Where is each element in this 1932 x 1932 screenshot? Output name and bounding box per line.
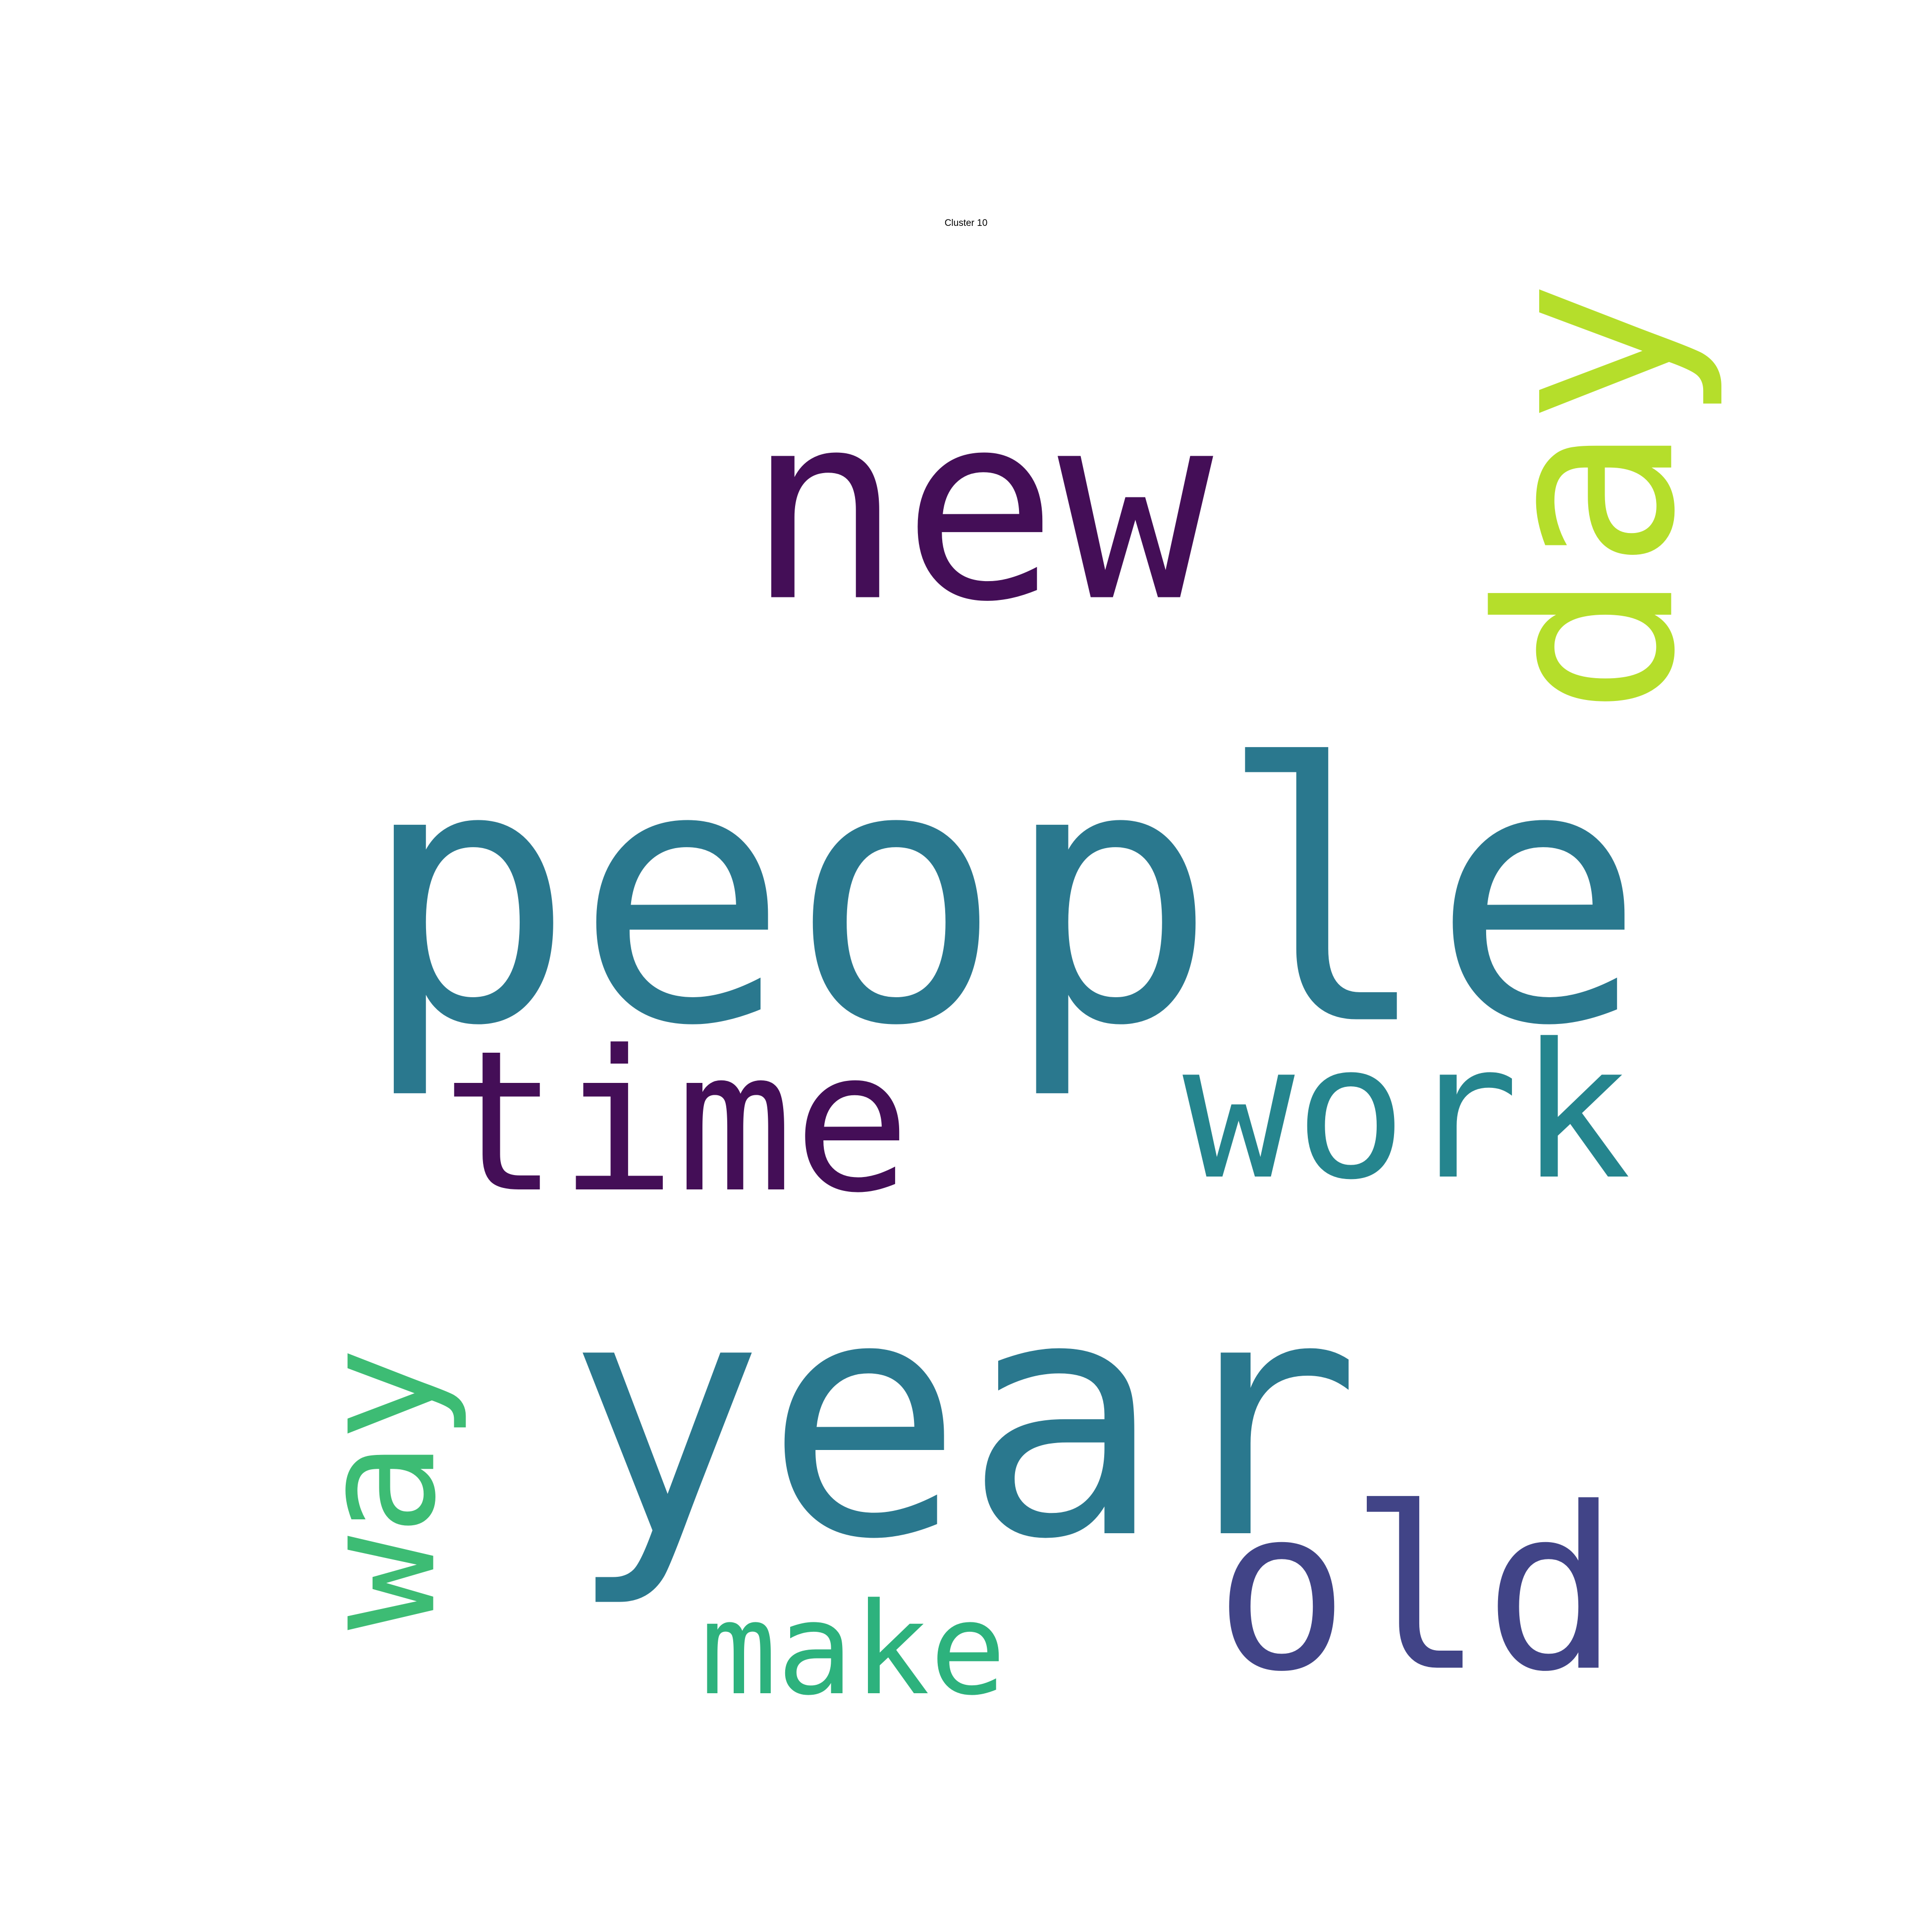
word-new: new: [747, 358, 1215, 658]
word-work: work: [1182, 1004, 1631, 1221]
word-year: year: [566, 1227, 1361, 1611]
word-make: make: [700, 1576, 1007, 1723]
word-day: day: [1448, 280, 1728, 716]
chart-title: Cluster 10: [944, 218, 988, 228]
word-time: time: [442, 1009, 911, 1235]
word-people: people: [361, 690, 1645, 1104]
word-old: old: [1214, 1460, 1619, 1721]
word-way: way: [288, 1347, 471, 1630]
